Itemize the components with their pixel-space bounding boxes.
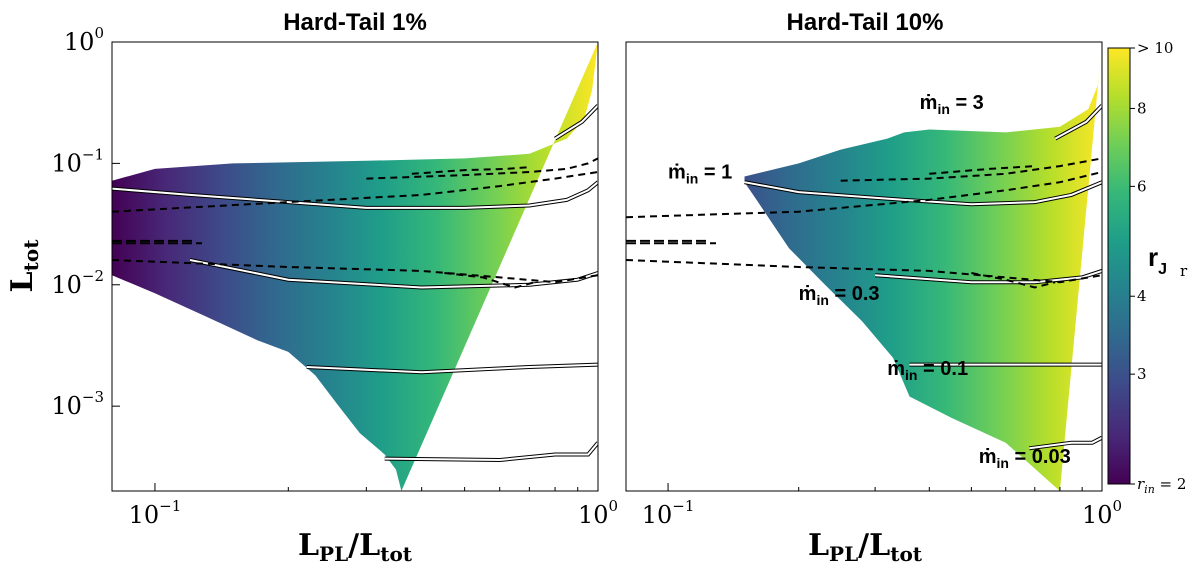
dashed-track <box>411 166 530 175</box>
left-title: Hard-Tail 1% <box>283 9 427 36</box>
dashed-track <box>626 171 1102 219</box>
mdot-contour <box>112 181 598 209</box>
left-ylabel: Ltot <box>5 239 43 293</box>
left-hatch-stubs <box>112 239 202 245</box>
right-dashed-tracks <box>626 157 1102 289</box>
mdot-contour <box>554 104 598 140</box>
colorbar-tick-label: rin = 2 <box>1137 475 1186 496</box>
right-plot-area <box>626 42 1102 491</box>
mdot-contour <box>875 269 1102 284</box>
right-axis-ticks: 10−1 100 <box>642 483 1122 529</box>
mdot-contour <box>1029 436 1102 450</box>
colorbar-extra-label: r <box>1180 262 1188 280</box>
left-axis-ticks: 10−1 100 100 10−1 10−2 10−3 <box>51 24 618 529</box>
left-dashed-tracks <box>112 157 598 289</box>
heatmap-region <box>112 42 598 491</box>
mdot-contour <box>1054 104 1102 140</box>
panel-left: Hard-Tail 1% 10−1 100 100 10−1 10−2 10−3 LPL/… <box>5 9 618 566</box>
dashed-track <box>929 165 1035 175</box>
right-title: Hard-Tail 10% <box>787 9 944 36</box>
right-heatmap <box>744 42 1102 491</box>
dashed-track <box>840 157 1102 182</box>
mdot-contour <box>744 181 1102 206</box>
left-xlabel: LPL/Ltot <box>298 528 413 566</box>
x-tick-label: 10−1 <box>642 497 695 529</box>
mdot-contour <box>306 363 598 374</box>
mdot-annotation: ṁin = 0.3 <box>799 283 880 308</box>
right-xlabel: LPL/Ltot <box>808 528 923 566</box>
left-heatmap <box>112 42 598 491</box>
mdot-annotation: ṁin = 0.03 <box>979 446 1071 471</box>
y-tick-label: 10−3 <box>51 388 104 420</box>
x-tick-label: 10−1 <box>129 497 182 529</box>
mdot-annotation: ṁin = 1 <box>668 162 732 187</box>
mdot-contour <box>384 442 598 462</box>
right-frame <box>625 41 1103 492</box>
mdot-annotation: ṁin = 0.1 <box>887 358 968 383</box>
left-plot-area <box>112 42 598 491</box>
colorbar-gradient <box>1107 47 1131 485</box>
colorbar: rin = 2 3 4 6 8 > 10 rJ r <box>1107 39 1188 496</box>
y-tick-label: 10−1 <box>51 145 104 177</box>
colorbar-ticks: rin = 2 3 4 6 8 > 10 <box>1130 39 1186 496</box>
x-tick-label: 100 <box>578 497 618 529</box>
mdot-annotation: ṁin = 3 <box>920 92 984 117</box>
right-hatch-stubs <box>626 239 716 245</box>
dashed-track <box>971 272 1056 289</box>
dashed-track <box>626 259 1102 284</box>
left-mdot-contours <box>112 104 598 463</box>
colorbar-tick-label: 8 <box>1137 99 1147 117</box>
left-frame <box>111 41 599 492</box>
heatmap-region <box>744 42 1102 491</box>
x-tick-label: 100 <box>1082 497 1122 529</box>
colorbar-tick-label: 6 <box>1137 177 1147 195</box>
dashed-track <box>366 157 598 180</box>
dashed-track <box>112 171 598 213</box>
colorbar-tick-label: 4 <box>1137 287 1147 305</box>
colorbar-tick-label: > 10 <box>1137 39 1173 57</box>
y-tick-label: 100 <box>64 24 104 56</box>
colorbar-title: rJ <box>1148 242 1167 278</box>
right-mdot-contours <box>744 104 1102 451</box>
right-annotations: ṁin = 3 ṁin = 1 ṁin = 0.3 ṁin = 0.1 ṁin = 0.… <box>668 92 1071 471</box>
y-tick-label: 10−2 <box>51 267 104 299</box>
colorbar-tick-label: 3 <box>1137 365 1147 383</box>
